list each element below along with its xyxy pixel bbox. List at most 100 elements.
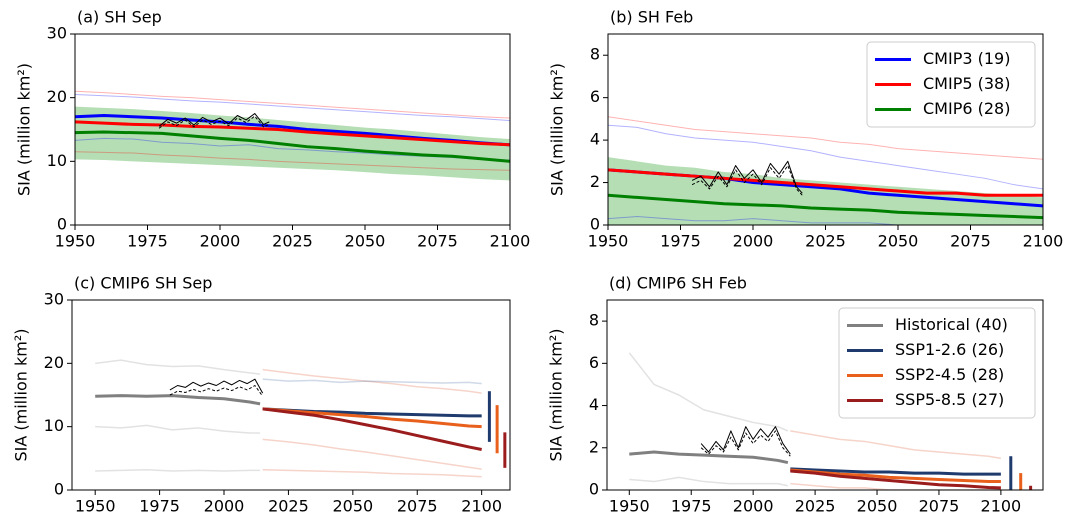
legend-label: SSP5-8.5 (27) <box>895 390 1004 409</box>
legend: CMIP3 (19) CMIP5 (38) CMIP6 (28) <box>866 41 1036 128</box>
series-line <box>158 113 270 127</box>
x-tick-label: 1975 <box>139 497 180 516</box>
series-line <box>790 430 1002 460</box>
y-tick-label: 2 <box>590 172 600 191</box>
x-tick-label: 1975 <box>671 497 712 516</box>
series-line <box>262 407 482 451</box>
series-line <box>75 93 510 122</box>
panel: 1950 1975 2000 2025 2050 2075 2100 0 2 4 6 8 (b) SH … <box>548 8 1064 251</box>
series-line <box>95 394 261 406</box>
series-line <box>158 115 270 129</box>
series-line <box>608 124 1043 190</box>
y-tick-label: 30 <box>47 24 67 43</box>
x-tick-label: 2025 <box>795 497 836 516</box>
series-line <box>700 430 791 457</box>
legend-label: SSP2-4.5 (28) <box>895 365 1004 384</box>
series-line <box>608 116 1043 160</box>
series-line <box>95 424 261 434</box>
x-tick-label: 2000 <box>200 232 241 251</box>
series-line <box>691 160 803 194</box>
legend-box <box>838 307 1036 419</box>
legend: Historical (40) SSP1-2.6 (26) SSP2-4.5 (28… <box>838 307 1036 419</box>
x-tick-label: 1950 <box>55 232 96 251</box>
x-tick-label: 2050 <box>345 232 386 251</box>
y-axis-label: SIA (million km²) <box>548 63 567 196</box>
x-tick-label: 2075 <box>919 497 960 516</box>
panel-title: (b) SH Feb <box>610 8 693 27</box>
x-tick-label: 2075 <box>417 232 458 251</box>
panel-title: (d) CMIP6 SH Feb <box>609 274 747 293</box>
series-line <box>75 130 510 163</box>
x-tick-label: 2100 <box>1023 232 1064 251</box>
legend-label: CMIP3 (19) <box>923 49 1010 68</box>
series-line <box>262 368 482 394</box>
legend-label: Historical (40) <box>895 315 1008 334</box>
series-line <box>700 426 791 455</box>
axes-frame <box>606 299 1044 491</box>
x-tick-label: 2075 <box>950 232 991 251</box>
panel-title: (c) CMIP6 SH Sep <box>74 274 212 293</box>
legend-label: SSP1-2.6 (26) <box>895 340 1004 359</box>
x-tick-label: 1950 <box>609 497 650 516</box>
legend-box <box>866 41 1036 128</box>
x-tick-label: 2075 <box>397 497 438 516</box>
series-line <box>629 476 788 487</box>
x-tick-label: 2100 <box>981 497 1022 516</box>
series-line <box>169 385 264 397</box>
y-tick-label: 0 <box>54 480 64 499</box>
plot-area <box>95 359 482 478</box>
y-tick-label: 0 <box>590 215 600 234</box>
series-line <box>262 468 482 478</box>
y-tick-label: 6 <box>589 353 599 372</box>
series-line <box>790 482 1001 490</box>
x-tick-label: 1950 <box>588 232 629 251</box>
x-tick-label: 2000 <box>204 497 245 516</box>
y-tick-label: 2 <box>589 437 599 456</box>
series-line <box>790 468 1001 484</box>
plot-area <box>628 352 1002 490</box>
series-line <box>790 467 1001 476</box>
series-line <box>790 469 1001 490</box>
series-line <box>262 438 482 470</box>
plot-area <box>608 116 1043 225</box>
x-tick-label: 1975 <box>127 232 168 251</box>
x-tick-label: 2050 <box>878 232 919 251</box>
y-tick-label: 0 <box>57 215 67 234</box>
legend-label: CMIP5 (38) <box>923 74 1010 93</box>
x-tick-label: 2000 <box>733 497 774 516</box>
series-line <box>691 165 803 196</box>
x-tick-label: 2100 <box>490 232 531 251</box>
y-tick-label: 4 <box>589 395 599 414</box>
y-axis-label: SIA (million km²) <box>15 63 34 196</box>
panel: 1950 1975 2000 2025 2050 2075 2100 0 10 20 30 (a) S… <box>15 8 531 251</box>
series-line <box>95 468 261 472</box>
series-line <box>75 120 510 147</box>
x-tick-label: 2025 <box>805 232 846 251</box>
series-line <box>628 352 789 432</box>
y-tick-label: 10 <box>44 416 64 435</box>
y-tick-label: 0 <box>589 480 599 499</box>
panel: 1950 1975 2000 2025 2050 2075 2100 0 10 20 30 (c) C… <box>12 274 511 516</box>
series-line <box>629 450 789 465</box>
y-tick-label: 8 <box>589 311 599 330</box>
x-tick-label: 2050 <box>332 497 373 516</box>
y-axis-label: SIA (million km²) <box>12 328 31 461</box>
y-tick-label: 30 <box>44 290 64 309</box>
y-tick-label: 20 <box>44 353 64 372</box>
series-line <box>608 193 1043 220</box>
x-tick-label: 2100 <box>461 497 502 516</box>
y-tick-label: 4 <box>590 130 600 149</box>
series-line <box>262 378 482 385</box>
x-tick-label: 1975 <box>660 232 701 251</box>
y-tick-label: 6 <box>590 87 600 106</box>
y-tick-label: 20 <box>47 87 67 106</box>
series-line <box>262 407 482 429</box>
legend-label: CMIP6 (28) <box>923 99 1010 118</box>
axes-frame <box>71 299 511 491</box>
series-line <box>95 359 261 375</box>
series-line <box>75 151 510 171</box>
series-line <box>608 216 1043 225</box>
panel: 1950 1975 2000 2025 2050 2075 2100 0 2 4 6 8 (d) CMI… <box>547 274 1044 516</box>
y-tick-label: 10 <box>47 151 67 170</box>
